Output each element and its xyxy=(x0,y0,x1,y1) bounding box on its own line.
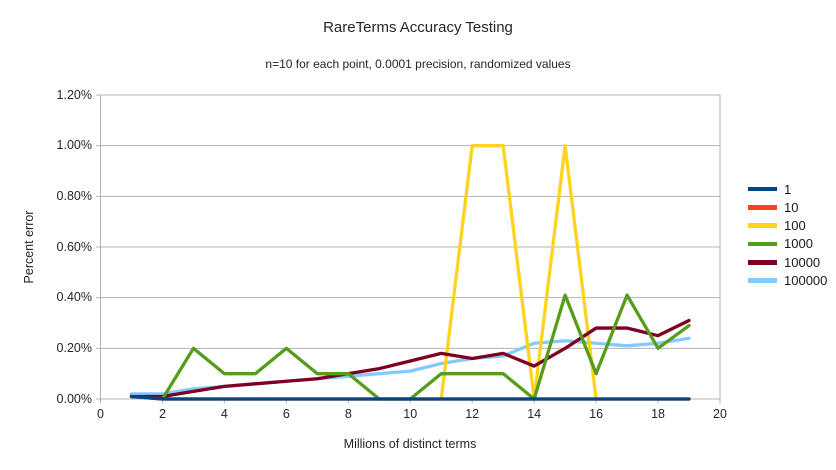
chart-title: RareTerms Accuracy Testing xyxy=(323,19,513,36)
legend-label: 1 xyxy=(784,181,792,197)
legend-label: 100 xyxy=(784,218,806,234)
x-tick-label: 18 xyxy=(651,407,665,421)
line-series-1000 xyxy=(129,293,691,401)
legend-swatch-1 xyxy=(748,186,777,192)
y-tick-label: 0.60% xyxy=(56,239,92,254)
legend-label: 10 xyxy=(784,199,799,215)
chart-subtitle: n=10 for each point, 0.0001 precision, r… xyxy=(265,57,571,71)
legend-item-10000: 10000 xyxy=(748,253,820,271)
legend-item-1000: 1000 xyxy=(748,235,813,253)
y-tick-label: 0.80% xyxy=(56,188,92,203)
legend-swatch-100 xyxy=(748,223,777,228)
legend-item-100: 100 xyxy=(748,217,806,235)
x-tick-label: 14 xyxy=(527,407,542,421)
legend-item-10: 10 xyxy=(748,198,798,216)
legend-item-100000: 100000 xyxy=(748,272,827,290)
line-series-1 xyxy=(129,394,691,401)
y-tick-label: 1.00% xyxy=(56,138,92,153)
y-tick-label: 1.20% xyxy=(56,87,92,102)
x-tick-label: 12 xyxy=(465,407,480,421)
legend-label: 10000 xyxy=(784,254,821,270)
x-tick-label: 6 xyxy=(282,407,290,421)
x-tick-label: 20 xyxy=(713,407,727,421)
line-series-10000 xyxy=(129,318,691,399)
legend-swatch-10000 xyxy=(748,260,777,265)
x-tick-label: 16 xyxy=(589,407,604,421)
legend-label: 1000 xyxy=(784,236,813,252)
y-tick-label: 0.00% xyxy=(56,391,92,406)
x-axis-title: Millions of distinct terms xyxy=(343,437,477,451)
x-tick-label: 0 xyxy=(97,407,104,421)
x-tick-label: 2 xyxy=(158,407,166,421)
legend-swatch-10 xyxy=(748,205,777,210)
x-tick-label: 10 xyxy=(403,407,418,421)
legend-item-1: 1 xyxy=(748,180,791,198)
y-tick-label: 0.20% xyxy=(56,340,92,355)
legend-label: 100000 xyxy=(784,273,828,289)
y-tick-label: 0.40% xyxy=(56,290,92,305)
x-tick-label: 8 xyxy=(344,407,352,421)
legend-swatch-100000 xyxy=(748,278,777,283)
x-tick-label: 4 xyxy=(220,407,228,421)
legend-swatch-1000 xyxy=(748,241,777,247)
